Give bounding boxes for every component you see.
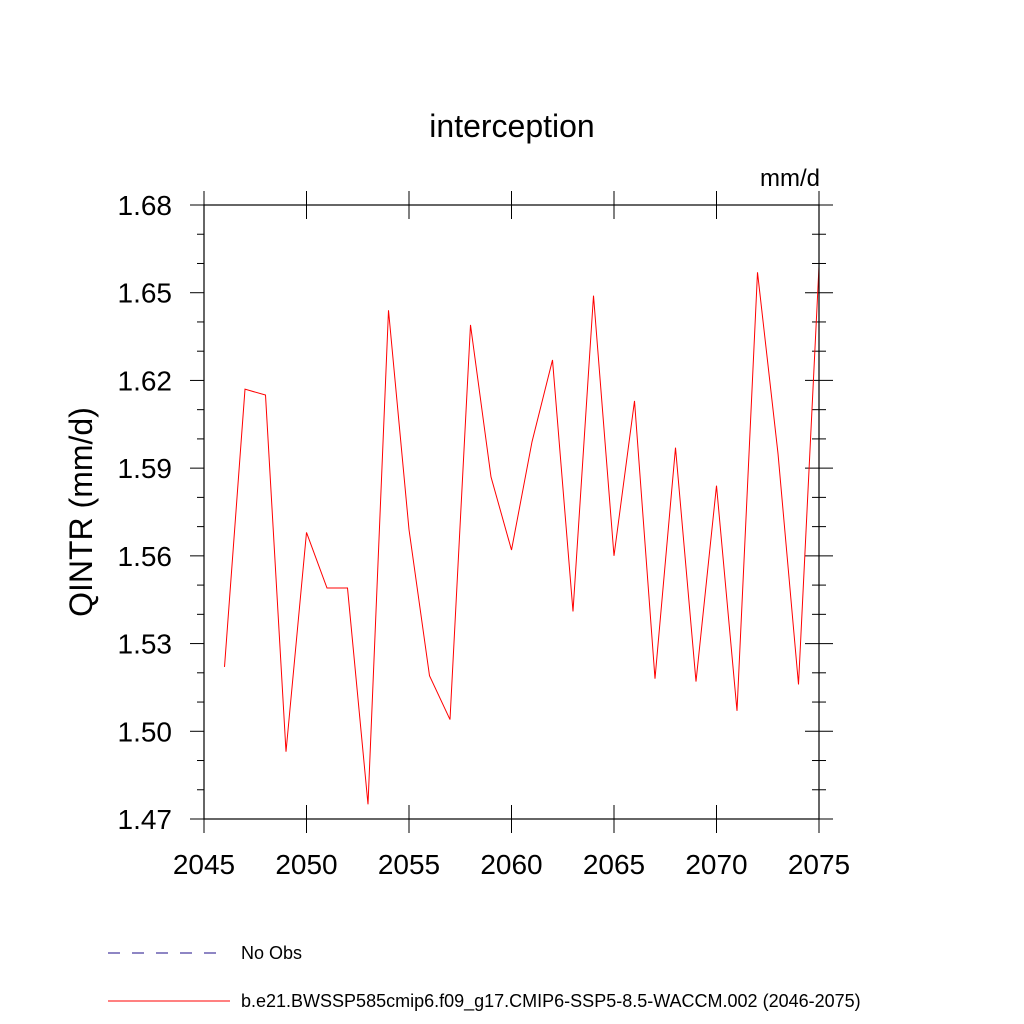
legend-label-no-obs: No Obs	[241, 943, 302, 963]
x-tick-label: 2070	[685, 849, 747, 880]
x-tick-label: 2075	[788, 849, 850, 880]
plot-frame	[203, 204, 820, 820]
axis-ticks	[190, 191, 833, 833]
series-line	[224, 266, 820, 805]
y-tick-labels: 1.47 1.50 1.53 1.56 1.59 1.62 1.65 1.68	[118, 190, 173, 835]
y-tick-label: 1.62	[118, 365, 173, 396]
y-tick-label: 1.68	[118, 190, 173, 221]
y-tick-label: 1.50	[118, 716, 173, 747]
y-tick-label: 1.47	[118, 804, 173, 835]
y-tick-label: 1.56	[118, 541, 173, 572]
legend-label-waccm: b.e21.BWSSP585cmip6.f09_g17.CMIP6-SSP5-8…	[241, 991, 861, 1012]
y-tick-label: 1.59	[118, 453, 173, 484]
x-tick-label: 2060	[480, 849, 542, 880]
units-label: mm/d	[760, 165, 820, 192]
x-tick-label: 2055	[378, 849, 440, 880]
series-layer	[224, 266, 820, 805]
x-tick-labels: 2045 2050 2055 2060 2065 2070 2075	[173, 849, 850, 880]
y-tick-label: 1.65	[118, 278, 173, 309]
y-tick-label: 1.53	[118, 629, 173, 660]
chart-title: interception	[429, 108, 594, 144]
x-tick-label: 2065	[583, 849, 645, 880]
x-tick-label: 2050	[275, 849, 337, 880]
x-tick-label: 2045	[173, 849, 235, 880]
y-axis-label: QINTR (mm/d)	[63, 407, 99, 617]
legend: No Obs b.e21.BWSSP585cmip6.f09_g17.CMIP6…	[108, 943, 861, 1012]
